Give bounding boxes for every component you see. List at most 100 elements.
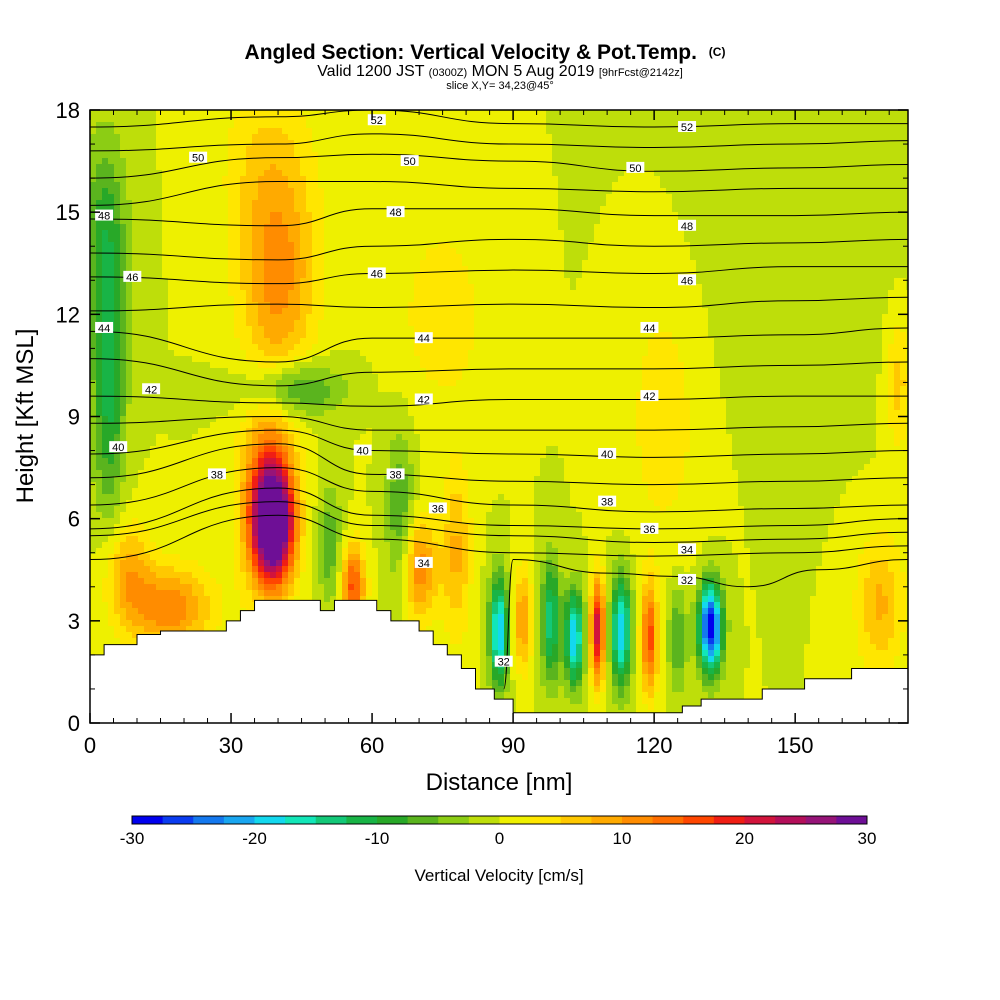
velocity-cell	[90, 302, 97, 309]
velocity-cell	[804, 164, 811, 171]
velocity-cell	[564, 278, 571, 285]
velocity-cell	[462, 140, 469, 147]
velocity-cell	[258, 200, 265, 207]
velocity-cell	[756, 302, 763, 309]
velocity-cell	[516, 266, 523, 273]
velocity-cell	[492, 284, 499, 291]
velocity-cell	[618, 116, 625, 123]
velocity-cell	[258, 308, 265, 315]
velocity-cell	[252, 152, 259, 159]
velocity-cell	[714, 302, 721, 309]
velocity-cell	[864, 230, 871, 237]
velocity-cell	[600, 170, 607, 177]
velocity-cell	[600, 176, 607, 183]
velocity-cell	[414, 272, 421, 279]
velocity-cell	[636, 224, 643, 231]
velocity-cell	[480, 146, 487, 153]
velocity-cell	[444, 248, 451, 255]
velocity-cell	[546, 146, 553, 153]
velocity-cell	[780, 110, 787, 117]
velocity-cell	[876, 164, 883, 171]
velocity-cell	[288, 302, 295, 309]
velocity-cell	[480, 110, 487, 117]
velocity-cell	[240, 290, 247, 297]
velocity-cell	[90, 212, 97, 219]
velocity-cell	[600, 236, 607, 243]
velocity-cell	[588, 140, 595, 147]
velocity-cell	[798, 272, 805, 279]
velocity-cell	[534, 278, 541, 285]
velocity-cell	[816, 314, 823, 321]
velocity-cell	[558, 284, 565, 291]
velocity-cell	[732, 308, 739, 315]
velocity-cell	[894, 278, 901, 285]
velocity-cell	[816, 242, 823, 249]
velocity-cell	[876, 152, 883, 159]
velocity-cell	[378, 248, 385, 255]
velocity-cell	[468, 320, 475, 327]
velocity-cell	[810, 278, 817, 285]
velocity-cell	[618, 296, 625, 303]
velocity-cell	[894, 128, 901, 135]
velocity-cell	[252, 194, 259, 201]
velocity-cell	[528, 224, 535, 231]
velocity-cell	[792, 140, 799, 147]
velocity-cell	[180, 128, 187, 135]
velocity-cell	[372, 110, 379, 117]
velocity-cell	[240, 128, 247, 135]
velocity-cell	[150, 260, 157, 267]
velocity-cell	[468, 212, 475, 219]
velocity-cell	[162, 314, 169, 321]
velocity-cell	[672, 284, 679, 291]
velocity-cell	[240, 122, 247, 129]
velocity-cell	[690, 320, 697, 327]
velocity-cell	[654, 296, 661, 303]
velocity-cell	[414, 200, 421, 207]
velocity-cell	[282, 326, 289, 333]
velocity-cell	[540, 122, 547, 129]
velocity-cell	[816, 152, 823, 159]
velocity-cell	[570, 290, 577, 297]
velocity-cell	[816, 194, 823, 201]
velocity-cell	[300, 236, 307, 243]
velocity-cell	[342, 296, 349, 303]
velocity-cell	[672, 224, 679, 231]
velocity-cell	[384, 314, 391, 321]
velocity-cell	[468, 242, 475, 249]
velocity-cell	[702, 272, 709, 279]
velocity-cell	[204, 320, 211, 327]
velocity-cell	[396, 248, 403, 255]
velocity-cell	[366, 110, 373, 117]
velocity-cell	[642, 158, 649, 165]
velocity-cell	[402, 308, 409, 315]
velocity-cell	[264, 164, 271, 171]
velocity-cell	[390, 326, 397, 333]
velocity-cell	[186, 218, 193, 225]
velocity-cell	[426, 200, 433, 207]
velocity-cell	[90, 224, 97, 231]
velocity-cell	[474, 134, 481, 141]
velocity-cell	[102, 206, 109, 213]
velocity-cell	[414, 302, 421, 309]
velocity-cell	[126, 242, 133, 249]
velocity-cell	[708, 248, 715, 255]
velocity-cell	[552, 200, 559, 207]
velocity-cell	[282, 194, 289, 201]
velocity-cell	[288, 122, 295, 129]
velocity-cell	[660, 158, 667, 165]
velocity-cell	[756, 236, 763, 243]
velocity-cell	[150, 170, 157, 177]
velocity-cell	[96, 230, 103, 237]
velocity-cell	[528, 314, 535, 321]
velocity-cell	[300, 284, 307, 291]
velocity-cell	[648, 152, 655, 159]
velocity-cell	[180, 116, 187, 123]
velocity-cell	[336, 320, 343, 327]
velocity-cell	[606, 122, 613, 129]
velocity-cell	[810, 158, 817, 165]
velocity-cell	[576, 164, 583, 171]
velocity-cell	[828, 284, 835, 291]
velocity-cell	[690, 116, 697, 123]
velocity-cell	[750, 314, 757, 321]
velocity-cell	[660, 116, 667, 123]
